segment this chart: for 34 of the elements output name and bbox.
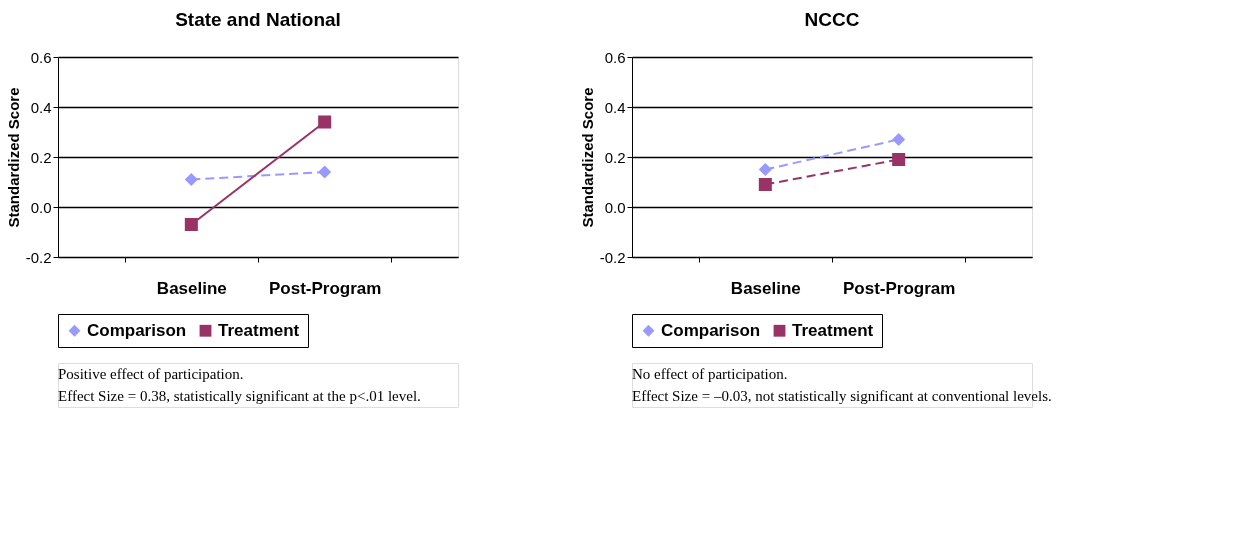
y-tick-label: 0.2: [30, 148, 52, 166]
y-tick-label: 0.4: [30, 98, 52, 116]
legend-label: Treatment: [218, 320, 300, 340]
text: Effect Size = 0.38, statistically significant at the p<.01 level.: [58, 388, 421, 404]
text: Effect Size = –0.03, not statistically significant at conventional levels.: [632, 388, 1052, 404]
text: Positive effect of participation.: [58, 366, 244, 382]
y-axis-title: Standardized Score: [4, 87, 22, 228]
y-tick-label: 0.0: [30, 198, 52, 216]
point: [758, 162, 772, 177]
y-tick-label: 0.6: [604, 48, 626, 66]
point: [758, 177, 772, 192]
point: [892, 132, 906, 147]
x-tick-label: Post-Program: [268, 278, 382, 298]
legend-label: Comparison: [87, 320, 187, 340]
legend-label: Comparison: [661, 320, 761, 340]
x-tick-label: Post-Program: [842, 278, 956, 298]
y-tick-label: 0.2: [604, 148, 626, 166]
x-tick-label: Baseline: [156, 278, 227, 298]
y-tick-label: 0.6: [30, 48, 52, 66]
chart-title: State and National: [175, 9, 341, 30]
point: [318, 165, 332, 179]
y-tick-label: -0.2: [599, 248, 626, 266]
y-tick-label: 0.0: [604, 198, 626, 216]
x-tick-label: Baseline: [730, 278, 801, 298]
point: [184, 172, 198, 187]
y-tick-label: 0.4: [604, 98, 626, 116]
y-tick-label: -0.2: [25, 248, 52, 266]
y-axis-title: Standardized Score: [578, 87, 596, 228]
text: No effect of participation.: [632, 366, 788, 382]
legend-label: Treatment: [792, 320, 874, 340]
chart-title: NCCC: [804, 9, 860, 30]
point: [318, 115, 332, 129]
point: [184, 217, 198, 232]
point: [892, 152, 906, 167]
